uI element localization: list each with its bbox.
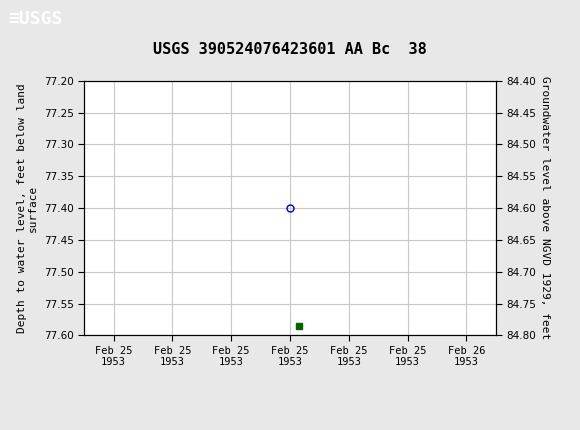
Y-axis label: Groundwater level above NGVD 1929, feet: Groundwater level above NGVD 1929, feet [540,77,550,340]
Text: ≡USGS: ≡USGS [9,10,63,28]
Y-axis label: Depth to water level, feet below land
surface: Depth to water level, feet below land su… [17,83,38,333]
Text: USGS 390524076423601 AA Bc  38: USGS 390524076423601 AA Bc 38 [153,42,427,57]
